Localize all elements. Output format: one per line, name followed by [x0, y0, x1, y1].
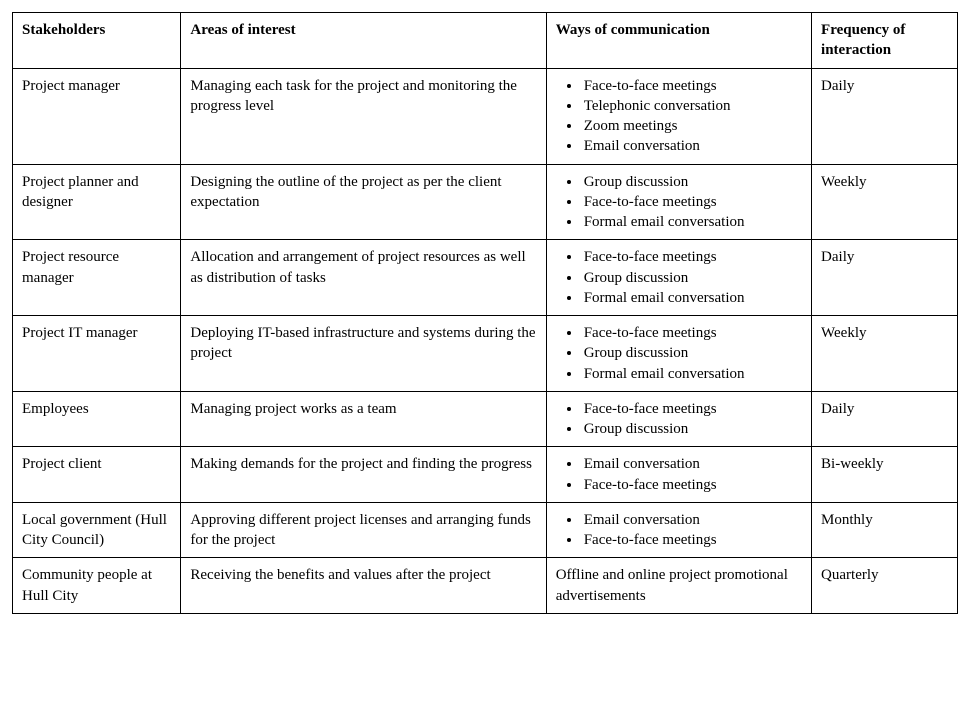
table-row: Project planner and designerDesigning th…: [13, 164, 958, 240]
cell-communication: Offline and online project promotional a…: [546, 558, 811, 614]
cell-stakeholder: Project IT manager: [13, 316, 181, 392]
communication-item: Group discussion: [582, 268, 802, 288]
cell-interest: Approving different project licenses and…: [181, 502, 546, 558]
cell-communication: Face-to-face meetingsGroup discussionFor…: [546, 240, 811, 316]
col-header-frequency: Frequency of interaction: [812, 13, 958, 69]
communication-item: Group discussion: [582, 343, 802, 363]
cell-stakeholder: Local government (Hull City Council): [13, 502, 181, 558]
communication-item: Face-to-face meetings: [582, 192, 802, 212]
cell-stakeholder: Project resource manager: [13, 240, 181, 316]
cell-interest: Allocation and arrangement of project re…: [181, 240, 546, 316]
communication-list: Face-to-face meetingsTelephonic conversa…: [556, 76, 802, 157]
cell-communication: Email conversationFace-to-face meetings: [546, 502, 811, 558]
communication-list: Group discussionFace-to-face meetingsFor…: [556, 172, 802, 233]
communication-list: Face-to-face meetingsGroup discussionFor…: [556, 247, 802, 308]
communication-item: Email conversation: [582, 136, 802, 156]
cell-communication: Group discussionFace-to-face meetingsFor…: [546, 164, 811, 240]
cell-frequency: Bi-weekly: [812, 447, 958, 503]
table-body: Project managerManaging each task for th…: [13, 68, 958, 613]
communication-item: Email conversation: [582, 510, 802, 530]
table-row: Project managerManaging each task for th…: [13, 68, 958, 164]
cell-frequency: Weekly: [812, 164, 958, 240]
cell-stakeholder: Community people at Hull City: [13, 558, 181, 614]
cell-frequency: Daily: [812, 68, 958, 164]
communication-item: Face-to-face meetings: [582, 247, 802, 267]
table-row: Local government (Hull City Council)Appr…: [13, 502, 958, 558]
communication-list: Email conversationFace-to-face meetings: [556, 510, 802, 551]
cell-interest: Designing the outline of the project as …: [181, 164, 546, 240]
cell-stakeholder: Project manager: [13, 68, 181, 164]
cell-frequency: Daily: [812, 391, 958, 447]
table-header-row: Stakeholders Areas of interest Ways of c…: [13, 13, 958, 69]
communication-item: Zoom meetings: [582, 116, 802, 136]
communication-list: Email conversationFace-to-face meetings: [556, 454, 802, 495]
table-row: Project IT managerDeploying IT-based inf…: [13, 316, 958, 392]
communication-item: Telephonic conversation: [582, 96, 802, 116]
communication-item: Face-to-face meetings: [582, 530, 802, 550]
communication-item: Email conversation: [582, 454, 802, 474]
cell-interest: Receiving the benefits and values after …: [181, 558, 546, 614]
table-row: Project clientMaking demands for the pro…: [13, 447, 958, 503]
communication-item: Group discussion: [582, 419, 802, 439]
cell-communication: Face-to-face meetingsGroup discussionFor…: [546, 316, 811, 392]
cell-stakeholder: Project planner and designer: [13, 164, 181, 240]
cell-interest: Deploying IT-based infrastructure and sy…: [181, 316, 546, 392]
col-header-communication: Ways of communication: [546, 13, 811, 69]
communication-item: Face-to-face meetings: [582, 323, 802, 343]
communication-item: Formal email conversation: [582, 288, 802, 308]
cell-communication: Face-to-face meetingsGroup discussion: [546, 391, 811, 447]
cell-interest: Making demands for the project and findi…: [181, 447, 546, 503]
cell-frequency: Weekly: [812, 316, 958, 392]
communication-item: Face-to-face meetings: [582, 76, 802, 96]
communication-item: Face-to-face meetings: [582, 475, 802, 495]
table-row: Community people at Hull CityReceiving t…: [13, 558, 958, 614]
stakeholder-table: Stakeholders Areas of interest Ways of c…: [12, 12, 958, 614]
cell-interest: Managing each task for the project and m…: [181, 68, 546, 164]
cell-stakeholder: Employees: [13, 391, 181, 447]
col-header-interest: Areas of interest: [181, 13, 546, 69]
communication-item: Face-to-face meetings: [582, 399, 802, 419]
cell-frequency: Daily: [812, 240, 958, 316]
cell-frequency: Monthly: [812, 502, 958, 558]
communication-list: Face-to-face meetingsGroup discussionFor…: [556, 323, 802, 384]
communication-item: Formal email conversation: [582, 364, 802, 384]
communication-item: Formal email conversation: [582, 212, 802, 232]
col-header-stakeholders: Stakeholders: [13, 13, 181, 69]
cell-interest: Managing project works as a team: [181, 391, 546, 447]
table-row: Project resource managerAllocation and a…: [13, 240, 958, 316]
cell-frequency: Quarterly: [812, 558, 958, 614]
communication-item: Group discussion: [582, 172, 802, 192]
cell-communication: Face-to-face meetingsTelephonic conversa…: [546, 68, 811, 164]
cell-stakeholder: Project client: [13, 447, 181, 503]
communication-list: Face-to-face meetingsGroup discussion: [556, 399, 802, 440]
cell-communication: Email conversationFace-to-face meetings: [546, 447, 811, 503]
table-row: EmployeesManaging project works as a tea…: [13, 391, 958, 447]
communication-text: Offline and online project promotional a…: [556, 565, 802, 606]
